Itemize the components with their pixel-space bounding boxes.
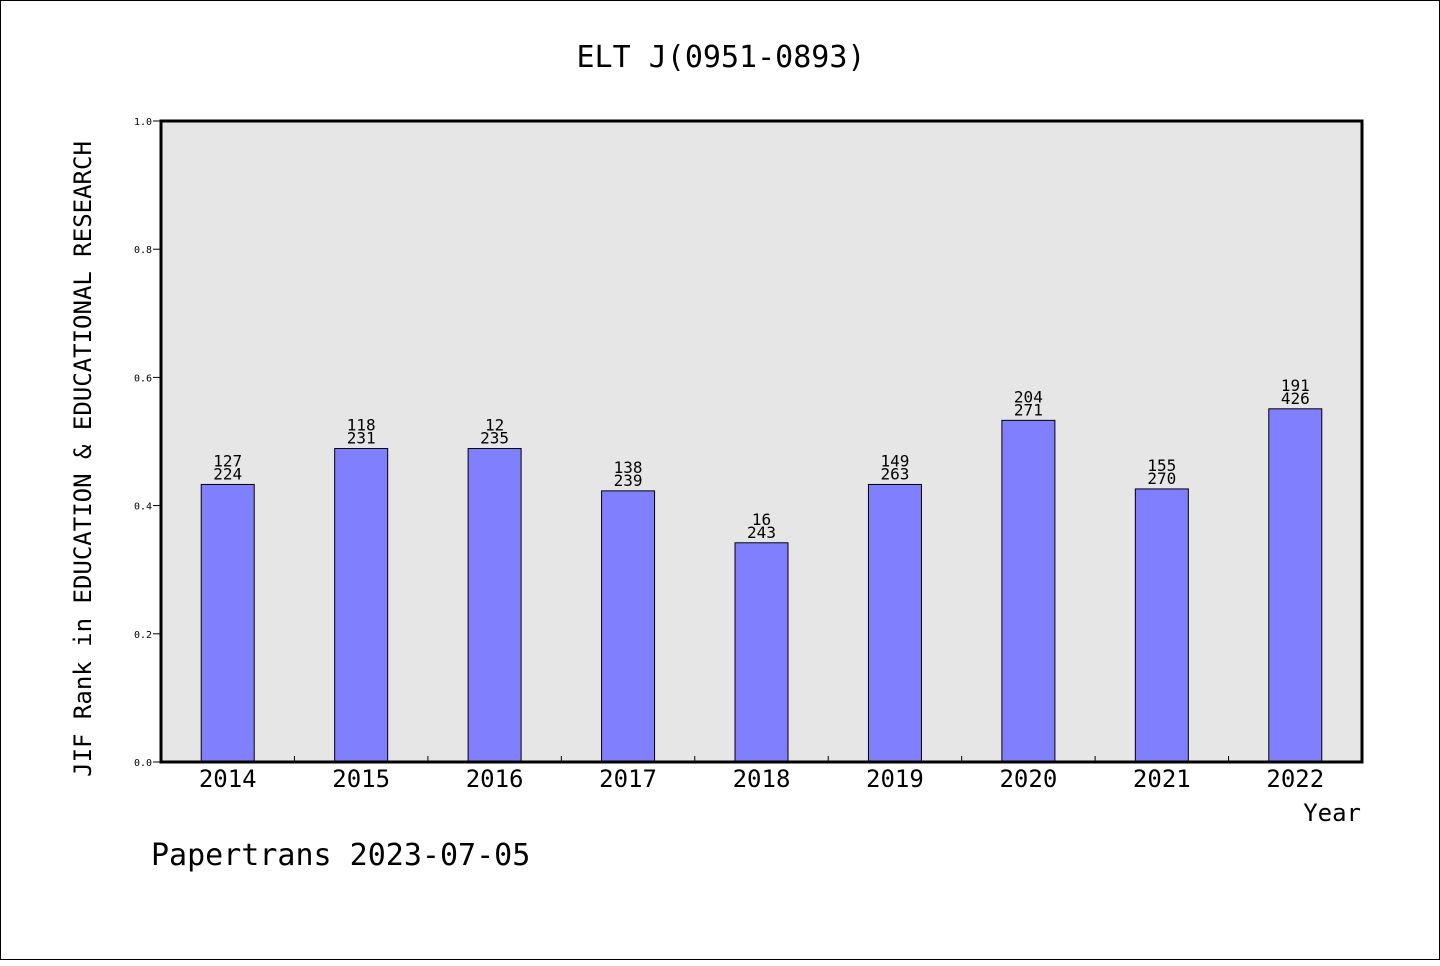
bar-label-bottom-2014: 224 xyxy=(213,464,242,483)
x-tick-label-2014: 2014 xyxy=(199,765,257,793)
y-tick-label-0.8: 0.8 xyxy=(134,245,152,256)
bar-label-top-2021: 155 xyxy=(1147,456,1176,475)
x-tick-label-2017: 2017 xyxy=(599,765,657,793)
y-axis-label: JIF Rank in EDUCATION & EDUCATIONAL RESE… xyxy=(69,141,97,777)
bar-2022 xyxy=(1268,408,1323,763)
bar-label-top-2018: 16 xyxy=(752,510,771,529)
x-tick-label-2016: 2016 xyxy=(466,765,524,793)
x-tick-label-2015: 2015 xyxy=(332,765,390,793)
x-axis: 2014 2015 2016 2017 2018 2019 2020 2021 2022 xyxy=(199,756,1324,793)
bar-2020 xyxy=(1001,419,1056,763)
chart-title: ELT J(0951-0893) xyxy=(577,40,866,75)
bar-label-bottom-2022: 426 xyxy=(1281,389,1310,408)
bar-2018 xyxy=(734,542,789,763)
bar-label-top-2017: 138 xyxy=(614,458,643,477)
y-tick-label-0.2: 0.2 xyxy=(134,630,152,641)
x-tick-label-2019: 2019 xyxy=(866,765,924,793)
bar-label-bottom-2015: 231 xyxy=(347,429,376,448)
footer-credit: Papertrans 2023-07-05 xyxy=(151,838,530,873)
bar-label-top-2019: 149 xyxy=(880,451,909,470)
y-tick-label-0.0: 0.0 xyxy=(134,758,152,769)
bar-label-bottom-2021: 270 xyxy=(1147,469,1176,488)
bar-label-bottom-2019: 263 xyxy=(880,464,909,483)
bar-2015 xyxy=(334,448,389,763)
bar-2021 xyxy=(1134,488,1189,763)
bar-label-bottom-2017: 239 xyxy=(614,471,643,490)
bar-2016 xyxy=(467,448,522,763)
bars-group xyxy=(200,408,1323,763)
y-axis: 0.0 0.2 0.4 0.6 0.8 1.0 xyxy=(134,117,161,769)
x-tick-label-2021: 2021 xyxy=(1133,765,1191,793)
bar-label-top-2016: 12 xyxy=(485,416,504,435)
y-tick-label-0.6: 0.6 xyxy=(134,373,152,384)
x-tick-label-2022: 2022 xyxy=(1266,765,1324,793)
bar-label-bottom-2018: 243 xyxy=(747,523,776,542)
x-tick-label-2020: 2020 xyxy=(999,765,1057,793)
bar-2017 xyxy=(601,490,656,763)
bar-label-top-2014: 127 xyxy=(213,451,242,470)
bar-2019 xyxy=(867,483,922,763)
plot-border xyxy=(159,119,1364,764)
y-tick-label-0.4: 0.4 xyxy=(134,502,152,513)
bar-label-bottom-2020: 271 xyxy=(1014,400,1043,419)
bar-label-bottom-2016: 235 xyxy=(480,429,509,448)
bar-2014 xyxy=(200,483,255,763)
x-axis-label: Year xyxy=(1303,799,1361,827)
x-tick-label-2018: 2018 xyxy=(733,765,791,793)
y-tick-label-1.0: 1.0 xyxy=(134,117,152,128)
bar-label-top-2022: 191 xyxy=(1281,376,1310,395)
bar-label-top-2020: 204 xyxy=(1014,387,1043,406)
bar-label-top-2015: 118 xyxy=(347,416,376,435)
